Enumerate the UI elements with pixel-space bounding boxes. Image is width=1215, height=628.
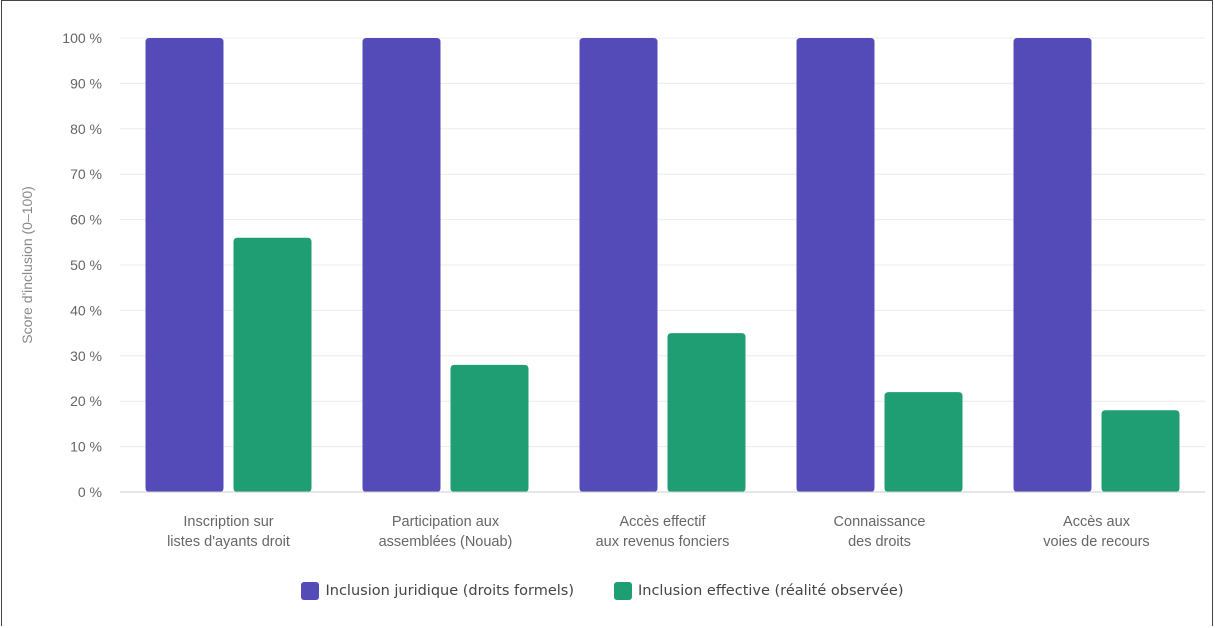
y-tick-label: 100 %	[62, 30, 102, 46]
y-tick-label: 70 %	[70, 166, 102, 182]
y-axis-title: Score d'inclusion (0–100)	[19, 186, 35, 344]
y-tick-label: 0 %	[78, 484, 102, 500]
legend-item-juridique[interactable]: Inclusion juridique (droits formels)	[301, 582, 574, 600]
legend-label-effective: Inclusion effective (réalité observée)	[637, 583, 904, 599]
bar-effective-5[interactable]	[1101, 410, 1180, 492]
bar-juridique-1[interactable]	[145, 38, 224, 492]
legend-item-effective[interactable]: Inclusion effective (réalité observée)	[613, 582, 904, 600]
y-axis-ticks: 0 % 10 % 20 % 30 % 40 % 50 % 60 % 70 % 80 % 90 % 1…	[62, 30, 102, 500]
y-tick-label: 60 %	[70, 212, 102, 228]
legend: Inclusion juridique (droits formels) Inc…	[0, 582, 1215, 600]
bar-effective-4[interactable]	[884, 392, 963, 492]
y-tick-label: 20 %	[70, 393, 102, 409]
bar-juridique-5[interactable]	[1013, 38, 1092, 492]
legend-label-juridique: Inclusion juridique (droits formels)	[325, 583, 574, 599]
x-category-label: aux revenus fonciers	[596, 534, 730, 550]
y-tick-label: 80 %	[70, 121, 102, 137]
legend-swatch-juridique	[301, 582, 320, 600]
x-category-label: Inscription sur	[183, 514, 273, 530]
x-category-label: des droits	[848, 534, 911, 550]
x-category-label: Accès aux	[1063, 514, 1131, 530]
bar-juridique-2[interactable]	[362, 38, 441, 492]
bar-effective-1[interactable]	[233, 237, 312, 492]
y-tick-label: 50 %	[70, 257, 102, 273]
y-tick-label: 10 %	[70, 439, 102, 455]
bar-juridique-4[interactable]	[796, 38, 875, 492]
x-category-label: listes d'ayants droit	[167, 534, 290, 550]
x-category-label: Participation aux	[392, 514, 500, 530]
bar-effective-3[interactable]	[667, 333, 746, 492]
x-category-label: assemblées (Nouab)	[379, 534, 513, 550]
bars	[145, 38, 1180, 492]
x-axis-categories: Inscription sur listes d'ayants droit Part…	[167, 514, 1150, 550]
bar-effective-2[interactable]	[450, 364, 529, 492]
x-category-label: Connaissance	[834, 514, 926, 530]
bar-juridique-3[interactable]	[579, 38, 658, 492]
y-tick-label: 40 %	[70, 302, 102, 318]
x-category-label: voies de recours	[1043, 534, 1149, 550]
x-category-label: Accès effectif	[620, 514, 707, 530]
y-tick-label: 90 %	[70, 75, 102, 91]
bar-chart: 0 % 10 % 20 % 30 % 40 % 50 % 60 % 70 % 80 % 90 % 1…	[19, 30, 1205, 550]
legend-swatch-effective	[613, 582, 632, 600]
y-tick-label: 30 %	[70, 348, 102, 364]
